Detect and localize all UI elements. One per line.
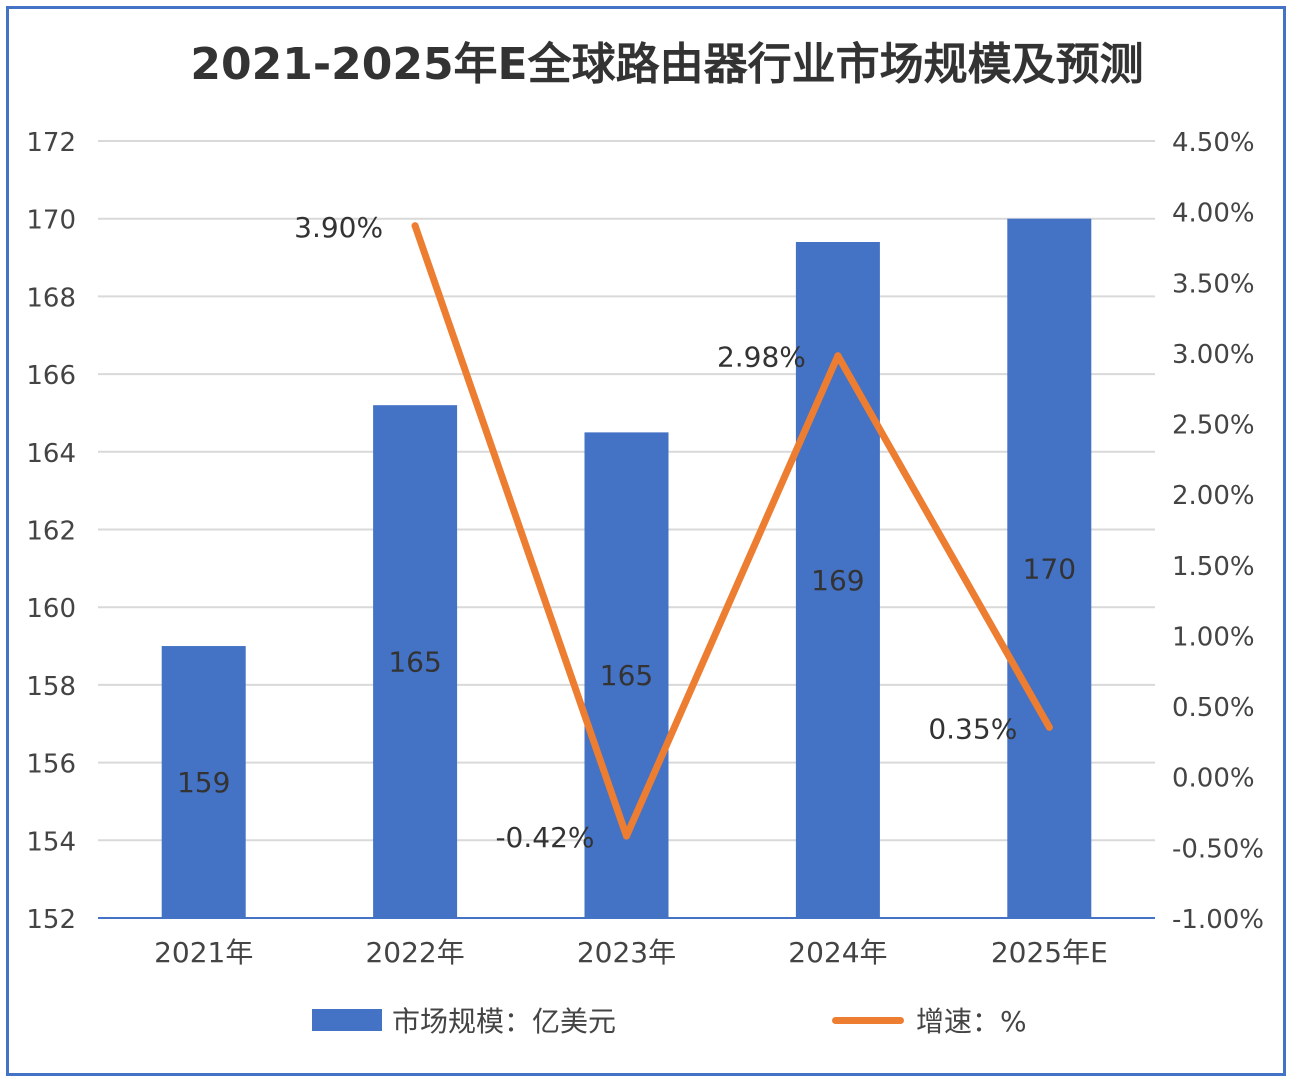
right-axis-tick-label: 0.00% [1172,764,1255,794]
bar-data-label: 159 [177,766,230,799]
left-axis-tick-label: 156 [26,750,76,780]
left-axis-tick-label: 162 [26,517,76,547]
legend-line-label: 增速：% [916,1005,1027,1038]
right-axis-tick-label: 4.00% [1172,199,1255,229]
x-axis-tick-label: 2025年E [991,936,1108,969]
right-axis-tick-label: 0.50% [1172,693,1255,723]
x-axis-tick-label: 2023年 [577,936,676,969]
left-axis-tick-label: 170 [26,206,76,236]
legend-bar-label: 市场规模：亿美元 [392,1005,617,1038]
legend-item-bar: 市场规模：亿美元 [312,1000,616,1040]
right-axis-tick-label: 4.50% [1172,128,1255,158]
legend-bar-swatch [312,1009,382,1031]
bar-data-label: 165 [388,646,441,679]
bar-data-label: 165 [600,659,653,692]
right-axis-tick-label: 3.50% [1172,269,1255,299]
legend-line-swatch [832,1016,904,1024]
x-axis-tick-label: 2024年 [788,936,887,969]
right-axis-tick-label: 3.00% [1172,340,1255,370]
x-axis-tick-label: 2021年 [154,936,253,969]
right-axis-tick-label: 1.00% [1172,622,1255,652]
growth-point [834,352,842,360]
x-axis-tick-label: 2022年 [365,936,464,969]
left-axis-tick-label: 164 [26,439,76,469]
right-axis-tick-label: 2.00% [1172,481,1255,511]
line-data-label: 0.35% [928,712,1017,745]
line-data-label: 3.90% [294,211,383,244]
bar-data-label: 169 [811,564,864,597]
bar [1007,218,1092,918]
right-axis-tick-label: 1.50% [1172,552,1255,582]
left-axis-tick-label: 154 [26,827,76,857]
growth-point [1045,723,1053,731]
legend-item-line: 增速：% [832,1000,1027,1040]
chart-title: 2021-2025年E全球路由器行业市场规模及预测 [190,39,1144,90]
left-axis-tick-label: 160 [26,594,76,624]
line-data-label: -0.42% [495,821,594,854]
growth-point [411,222,419,230]
right-axis-tick-label: -0.50% [1172,834,1264,864]
left-axis-tick-label: 158 [26,672,76,702]
left-axis-tick-label: 152 [26,905,76,935]
growth-point [623,832,630,840]
growth-line [411,222,1053,840]
left-axis-tick-label: 166 [26,361,76,391]
left-axis-tick-label: 168 [26,283,76,313]
right-axis-tick-label: 2.50% [1172,411,1255,441]
line-data-label: 2.98% [717,341,806,374]
bar [373,405,458,918]
bar [161,646,246,918]
bar-data-label: 170 [1023,552,1076,585]
left-axis-tick-label: 172 [26,128,76,158]
right-axis-tick-label: -1.00% [1172,905,1264,935]
